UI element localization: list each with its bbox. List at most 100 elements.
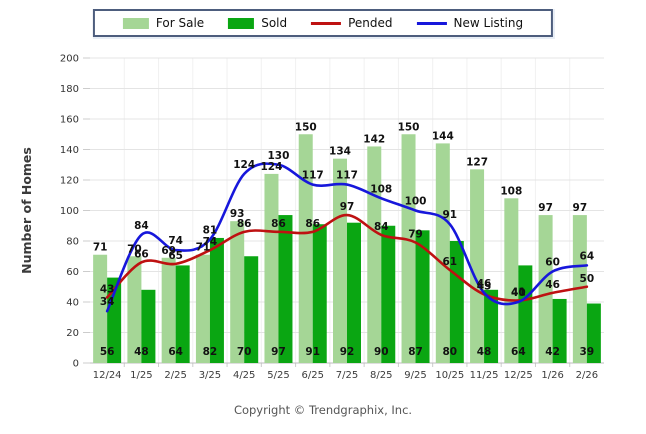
pended-value-label: 46 (545, 279, 560, 291)
pended-value-label: 86 (271, 218, 286, 230)
legend-item-sold: Sold (228, 16, 287, 30)
legend-label: Sold (261, 16, 288, 30)
pended-value-label: 66 (134, 248, 149, 260)
x-tick-label: 1/26 (541, 370, 563, 381)
y-axis-title: Number of Homes (19, 147, 34, 274)
bar-for-sale (435, 143, 450, 363)
for-sale-value-label: 150 (398, 121, 420, 133)
sold-value-label: 70 (237, 346, 252, 358)
for-sale-value-label: 150 (295, 121, 317, 133)
sold-value-label: 42 (545, 346, 560, 358)
sold-value-label: 97 (271, 346, 286, 358)
y-tick-label: 100 (60, 206, 79, 217)
new-listing-value-label: 81 (203, 224, 218, 236)
pended-value-label: 84 (374, 221, 389, 233)
for-sale-value-label: 97 (538, 202, 553, 214)
bar-for-sale (195, 254, 210, 363)
chart-legend: For Sale Sold Pended New Listing (92, 9, 554, 37)
y-tick-label: 40 (66, 298, 79, 309)
new-listing-value-label: 34 (100, 296, 115, 308)
bar-for-sale (470, 169, 485, 363)
bar-sold (586, 303, 601, 363)
bar-for-sale (264, 173, 279, 363)
new-listing-line-swatch-icon (416, 21, 447, 25)
bar-for-sale (333, 158, 347, 363)
sold-value-label: 39 (580, 346, 595, 358)
pended-value-label: 45 (477, 280, 492, 292)
pended-value-label: 65 (168, 250, 183, 262)
bar-sold (518, 265, 533, 363)
x-tick-label: 6/25 (301, 370, 323, 381)
for-sale-value-label: 93 (230, 208, 245, 220)
pended-line (105, 213, 589, 302)
bar-sold (552, 298, 567, 363)
pended-value-label: 43 (100, 283, 115, 295)
bar-for-sale (161, 257, 176, 363)
x-tick-label: 8/25 (370, 370, 392, 381)
bar-sold (347, 222, 361, 363)
bar-for-sale (93, 254, 108, 363)
x-tick-label: 12/25 (504, 370, 533, 381)
x-tick-label: 5/25 (267, 370, 289, 381)
y-tick-label: 140 (60, 145, 79, 156)
y-tick-label: 160 (60, 115, 79, 126)
sold-value-label: 56 (100, 346, 115, 358)
bar-for-sale (127, 256, 142, 363)
sold-value-label: 92 (340, 346, 355, 358)
pended-value-label: 86 (305, 218, 320, 230)
new-listing-value-label: 117 (336, 170, 358, 182)
pended-line-swatch-icon (311, 21, 342, 25)
y-tick-label: 120 (60, 176, 79, 187)
legend-label: Pended (348, 16, 393, 30)
new-listing-value-label: 74 (168, 235, 183, 247)
x-tick-label: 2/25 (164, 370, 186, 381)
for-sale-swatch-icon (122, 17, 149, 29)
bar-for-sale (538, 215, 553, 363)
sold-value-label: 87 (408, 346, 423, 358)
pended-value-label: 97 (340, 201, 355, 213)
bar-for-sale (367, 146, 382, 363)
x-tick-label: 9/25 (404, 370, 426, 381)
bar-sold (278, 215, 293, 363)
y-tick-label: 60 (66, 267, 79, 278)
sold-value-label: 64 (511, 346, 526, 358)
new-listing-value-label: 124 (233, 159, 255, 171)
sold-value-label: 91 (305, 346, 320, 358)
for-sale-value-label: 97 (573, 202, 588, 214)
sold-value-label: 48 (477, 346, 492, 358)
new-listing-value-label: 130 (268, 150, 290, 162)
new-listing-line (105, 162, 589, 313)
new-listing-value-label: 84 (134, 220, 149, 232)
for-sale-value-label: 124 (261, 161, 283, 173)
bar-sold (484, 289, 499, 363)
pended-value-label: 74 (203, 236, 218, 248)
new-listing-value-label: 60 (545, 257, 560, 269)
pended-value-label: 79 (408, 229, 423, 241)
y-tick-label: 20 (66, 328, 79, 339)
x-tick-label: 12/24 (93, 370, 122, 381)
bar-for-sale (401, 134, 416, 363)
bar-sold (175, 265, 190, 363)
bar-sold (141, 289, 156, 363)
new-listing-value-label: 40 (511, 287, 526, 299)
x-tick-label: 2/26 (576, 370, 598, 381)
sold-value-label: 82 (203, 346, 218, 358)
bar-for-sale (230, 221, 245, 363)
sold-value-label: 48 (134, 346, 149, 358)
legend-label: For Sale (155, 16, 205, 30)
bar-sold (312, 224, 327, 363)
for-sale-value-label: 144 (432, 130, 454, 142)
x-tick-label: 11/25 (470, 370, 499, 381)
new-listing-value-label: 64 (580, 250, 595, 262)
bar-sold (244, 256, 259, 363)
chart-canvas: 0 20 40 60 80 100 120 140 160 180 200 Number of Hom… (19, 54, 604, 381)
pended-value-label: 61 (442, 256, 457, 268)
new-listing-value-label: 117 (302, 170, 324, 182)
legend-label: New Listing (453, 16, 524, 30)
x-tick-label: 4/25 (233, 370, 255, 381)
sold-value-label: 80 (442, 346, 457, 358)
bar-for-sale (504, 198, 519, 363)
legend-item-new-listing: New Listing (416, 16, 524, 30)
for-sale-value-label: 127 (466, 156, 488, 168)
y-tick-label: 0 (73, 359, 79, 370)
